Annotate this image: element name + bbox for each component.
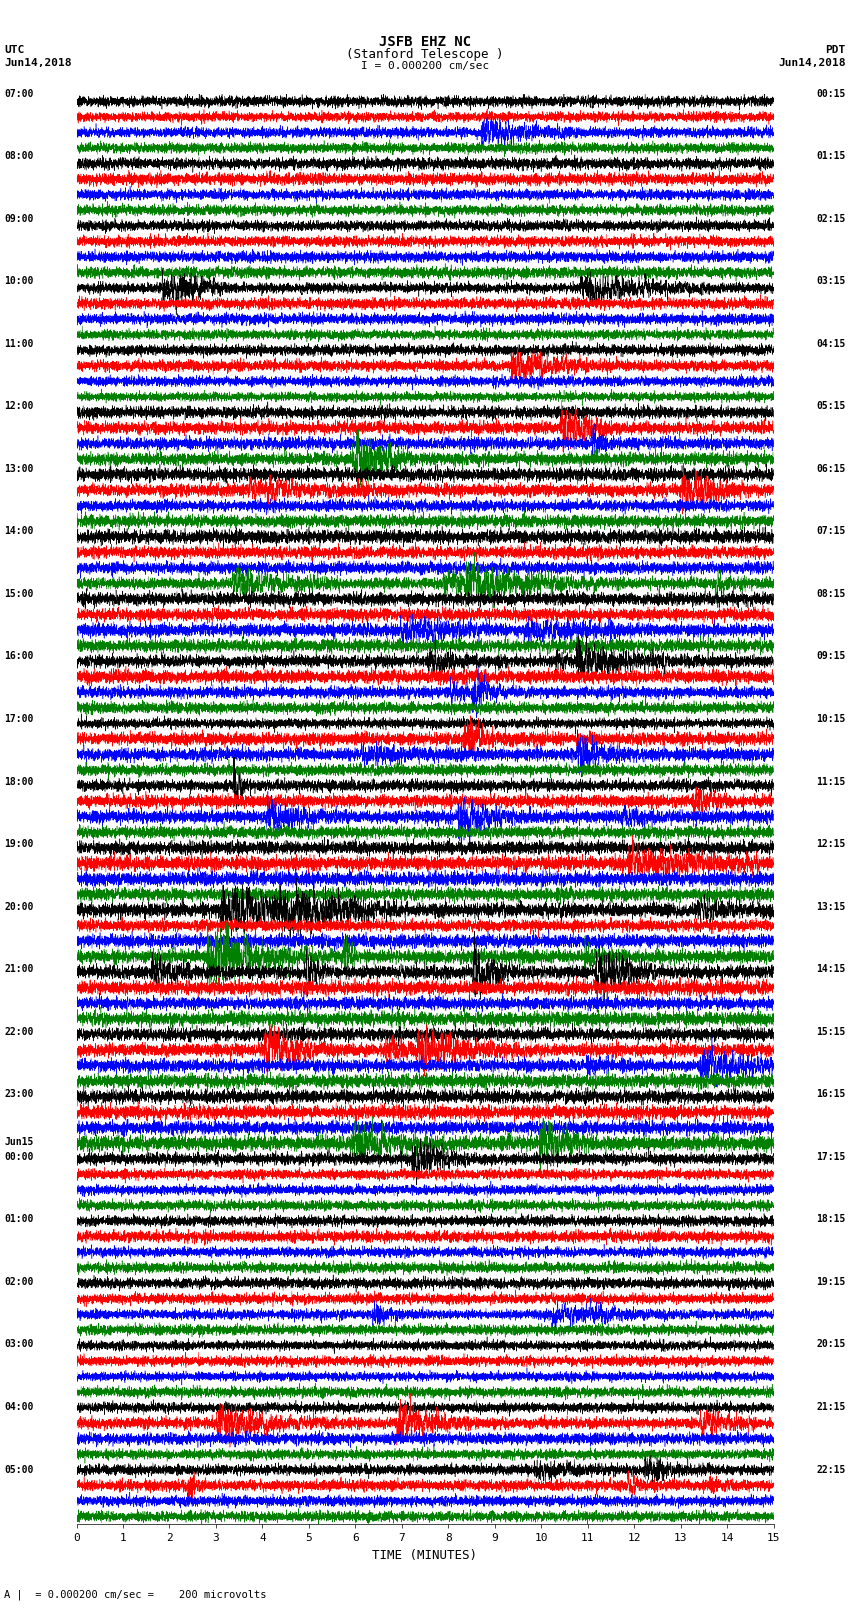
Text: 17:15: 17:15 — [816, 1152, 846, 1161]
Text: 09:15: 09:15 — [816, 652, 846, 661]
Text: 20:15: 20:15 — [816, 1339, 846, 1350]
Text: 05:00: 05:00 — [4, 1465, 34, 1474]
Text: I = 0.000200 cm/sec: I = 0.000200 cm/sec — [361, 61, 489, 71]
Text: 15:00: 15:00 — [4, 589, 34, 598]
Text: 19:15: 19:15 — [816, 1277, 846, 1287]
Text: 01:00: 01:00 — [4, 1215, 34, 1224]
Text: 08:15: 08:15 — [816, 589, 846, 598]
Text: 05:15: 05:15 — [816, 402, 846, 411]
Text: 10:00: 10:00 — [4, 276, 34, 286]
Text: 18:00: 18:00 — [4, 776, 34, 787]
Text: 14:15: 14:15 — [816, 965, 846, 974]
Text: JSFB EHZ NC: JSFB EHZ NC — [379, 35, 471, 50]
Text: 16:15: 16:15 — [816, 1089, 846, 1100]
Text: 07:15: 07:15 — [816, 526, 846, 537]
Text: Jun14,2018: Jun14,2018 — [779, 58, 846, 68]
Text: 22:15: 22:15 — [816, 1465, 846, 1474]
Text: 00:00: 00:00 — [4, 1152, 34, 1161]
Text: 02:15: 02:15 — [816, 213, 846, 224]
Text: 11:00: 11:00 — [4, 339, 34, 348]
Text: 04:00: 04:00 — [4, 1402, 34, 1411]
X-axis label: TIME (MINUTES): TIME (MINUTES) — [372, 1548, 478, 1561]
Text: 01:15: 01:15 — [816, 152, 846, 161]
Text: 18:15: 18:15 — [816, 1215, 846, 1224]
Text: 16:00: 16:00 — [4, 652, 34, 661]
Text: 03:00: 03:00 — [4, 1339, 34, 1350]
Text: 19:00: 19:00 — [4, 839, 34, 848]
Text: 17:00: 17:00 — [4, 715, 34, 724]
Text: 13:15: 13:15 — [816, 902, 846, 911]
Text: 10:15: 10:15 — [816, 715, 846, 724]
Text: 21:15: 21:15 — [816, 1402, 846, 1411]
Text: 13:00: 13:00 — [4, 465, 34, 474]
Text: 14:00: 14:00 — [4, 526, 34, 537]
Text: 23:00: 23:00 — [4, 1089, 34, 1100]
Text: UTC: UTC — [4, 45, 25, 55]
Text: 06:15: 06:15 — [816, 465, 846, 474]
Text: A |  = 0.000200 cm/sec =    200 microvolts: A | = 0.000200 cm/sec = 200 microvolts — [4, 1589, 267, 1600]
Text: 02:00: 02:00 — [4, 1277, 34, 1287]
Text: 12:00: 12:00 — [4, 402, 34, 411]
Text: 07:00: 07:00 — [4, 89, 34, 98]
Text: 04:15: 04:15 — [816, 339, 846, 348]
Text: 20:00: 20:00 — [4, 902, 34, 911]
Text: 22:00: 22:00 — [4, 1027, 34, 1037]
Text: 00:15: 00:15 — [816, 89, 846, 98]
Text: 21:00: 21:00 — [4, 965, 34, 974]
Text: 09:00: 09:00 — [4, 213, 34, 224]
Text: 15:15: 15:15 — [816, 1027, 846, 1037]
Text: 12:15: 12:15 — [816, 839, 846, 848]
Text: Jun14,2018: Jun14,2018 — [4, 58, 71, 68]
Text: 11:15: 11:15 — [816, 776, 846, 787]
Text: (Stanford Telescope ): (Stanford Telescope ) — [346, 48, 504, 61]
Text: 03:15: 03:15 — [816, 276, 846, 286]
Text: PDT: PDT — [825, 45, 846, 55]
Text: Jun15: Jun15 — [4, 1137, 34, 1147]
Text: 08:00: 08:00 — [4, 152, 34, 161]
